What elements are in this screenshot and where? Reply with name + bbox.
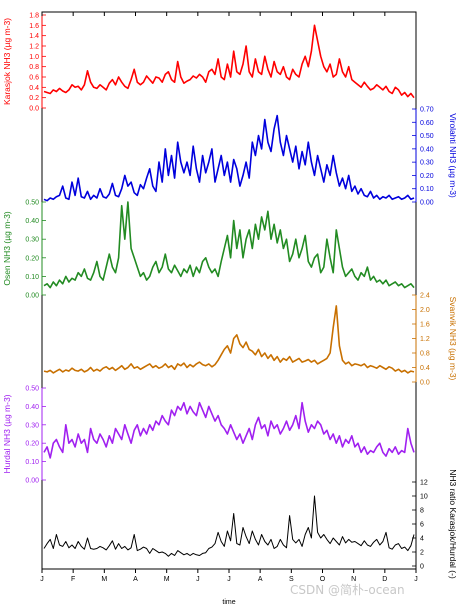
panel-virolahti: 0.00 0.10 0.20 0.30 0.40 0.50 0.60 0.70 Virolaht… — [43, 107, 458, 207]
karasjok-y-tick-label: 1.6 — [29, 23, 39, 30]
virolahti-y-axis-label: Virolahti NH3 (µg m-3) — [448, 113, 458, 198]
x-tick-label: M — [164, 576, 170, 583]
svanvik-series-line — [43, 305, 415, 374]
hurdal-y-tick-label: 0.00 — [25, 478, 39, 485]
osen-y-tick-label: 0.10 — [25, 274, 39, 281]
virolahti-y-tick-label: 0.20 — [420, 173, 434, 180]
x-tick-label: J — [414, 576, 418, 583]
hurdal-series-line — [43, 401, 415, 459]
ratio-y-axis-label: NH3 ratio Karasjok/Hurdal (-) — [448, 469, 458, 579]
x-tick-label: J — [40, 576, 44, 583]
x-tick-label: O — [320, 576, 326, 583]
virolahti-series-line — [43, 114, 415, 202]
ratio-series-line — [43, 495, 415, 557]
x-tick-label: N — [351, 576, 356, 583]
ratio-y-tick-label: 10 — [420, 494, 428, 501]
x-tick-label: A — [133, 576, 138, 583]
svanvik-y-tick-label: 0.8 — [420, 351, 430, 358]
hurdal-y-tick-label: 0.40 — [25, 404, 39, 411]
svanvik-y-axis-label: Svanvik NH3 (µg m-3) — [448, 297, 458, 381]
panel-hurdal: 0.00 0.10 0.20 0.30 0.40 0.50 Hurdal NH3 (µg m… — [2, 386, 415, 485]
panel-svanvik: 0.0 0.4 0.8 1.2 1.6 2.0 2.4 Svanvik NH3 (µg m-3… — [43, 293, 458, 387]
karasjok-y-tick-label: 1.4 — [29, 33, 39, 40]
x-tick-label: J — [227, 576, 231, 583]
svanvik-y-tick-label: 2.0 — [420, 307, 430, 314]
ratio-y-tick-label: 2 — [420, 550, 424, 557]
hurdal-y-tick-label: 0.50 — [25, 386, 39, 393]
svanvik-y-tick-label: 0.4 — [420, 365, 430, 372]
x-tick-label: D — [382, 576, 387, 583]
osen-y-tick-label: 0.30 — [25, 237, 39, 244]
panel-osen: 0.00 0.10 0.20 0.30 0.40 0.50 Osen NH3 (µg m-3… — [2, 200, 415, 300]
osen-y-tick-label: 0.50 — [25, 200, 39, 207]
virolahti-y-tick-label: 0.70 — [420, 107, 434, 114]
osen-y-axis-label: Osen NH3 (µg m-3) — [2, 211, 12, 285]
ratio-y-tick-label: 0 — [420, 564, 424, 571]
x-tick-label: J — [196, 576, 200, 583]
osen-y-tick-label: 0.20 — [25, 255, 39, 262]
karasjok-y-tick-label: 1.0 — [29, 54, 39, 61]
svanvik-y-tick-label: 0.0 — [420, 380, 430, 387]
ratio-y-tick-label: 4 — [420, 536, 424, 543]
ratio-y-tick-label: 6 — [420, 522, 424, 529]
osen-y-tick-label: 0.00 — [25, 293, 39, 300]
karasjok-series-line — [43, 24, 415, 99]
virolahti-y-tick-label: 0.00 — [420, 200, 434, 207]
svanvik-y-tick-label: 1.2 — [420, 336, 430, 343]
virolahti-y-tick-label: 0.50 — [420, 133, 434, 140]
karasjok-y-tick-label: 0.6 — [29, 75, 39, 82]
ratio-y-tick-label: 12 — [420, 480, 428, 487]
karasjok-y-axis-label: Karasjok NH3 (µg m-3) — [2, 18, 12, 105]
karasjok-y-tick-label: 0.2 — [29, 95, 39, 102]
osen-y-tick-label: 0.40 — [25, 218, 39, 225]
karasjok-y-tick-label: 0.0 — [29, 106, 39, 113]
x-tick-label: S — [289, 576, 294, 583]
plot-frame — [41, 11, 417, 570]
svanvik-y-tick-label: 1.6 — [420, 322, 430, 329]
karasjok-y-tick-label: 0.4 — [29, 85, 39, 92]
virolahti-y-tick-label: 0.60 — [420, 120, 434, 127]
x-axis-label: time — [222, 599, 235, 606]
osen-series-line — [43, 201, 415, 289]
svanvik-y-tick-label: 2.4 — [420, 293, 430, 300]
hurdal-y-tick-label: 0.10 — [25, 459, 39, 466]
virolahti-y-tick-label: 0.40 — [420, 146, 434, 153]
karasjok-y-tick-label: 0.8 — [29, 64, 39, 71]
virolahti-y-tick-label: 0.10 — [420, 186, 434, 193]
x-tick-label: M — [101, 576, 107, 583]
hurdal-y-tick-label: 0.20 — [25, 441, 39, 448]
x-tick-label: F — [71, 576, 75, 583]
panel-karasjok: 0.0 0.2 0.4 0.6 0.8 1.0 1.2 1.4 1.6 1.8 Karasjok N… — [2, 13, 415, 113]
karasjok-y-tick-label: 1.2 — [29, 44, 39, 51]
x-tick-label: A — [258, 576, 263, 583]
hurdal-y-tick-label: 0.30 — [25, 422, 39, 429]
hurdal-y-axis-label: Hurdal NH3 (µg m-3) — [2, 394, 12, 473]
karasjok-y-tick-label: 1.8 — [29, 13, 39, 20]
panel-ratio: 0 2 4 6 8 10 12 NH3 ratio Karasjok/Hurdal (-) — [43, 469, 458, 579]
chart-panels: 0.0 0.2 0.4 0.6 0.8 1.0 1.2 1.4 1.6 1.8 Karasjok N… — [2, 11, 458, 579]
ratio-y-tick-label: 8 — [420, 508, 424, 515]
virolahti-y-tick-label: 0.30 — [420, 160, 434, 167]
watermark-text: CSDN @简朴-ocean — [290, 582, 405, 597]
